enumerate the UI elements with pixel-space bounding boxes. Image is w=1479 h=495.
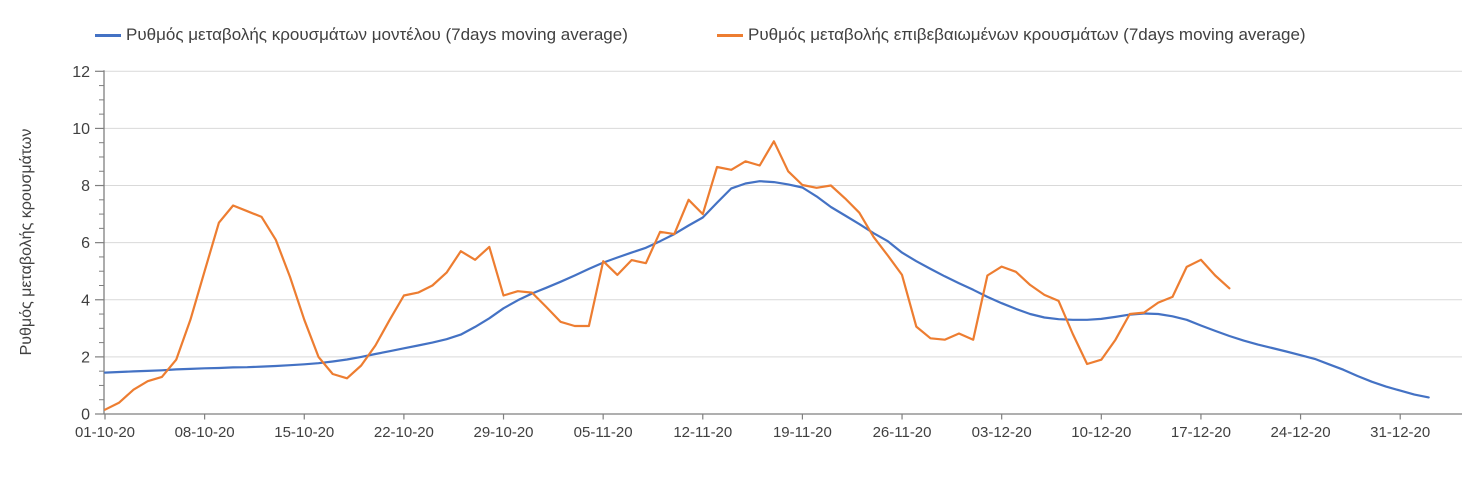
x-tick-label: 10-12-20 bbox=[1071, 424, 1131, 441]
y-tick-label: 2 bbox=[81, 349, 90, 366]
x-tick-label: 15-10-20 bbox=[274, 424, 334, 441]
legend-label-model: Ρυθμός μεταβολής κρουσμάτων μοντέλου (7d… bbox=[126, 25, 628, 44]
x-tick-label: 17-12-20 bbox=[1171, 424, 1231, 441]
x-tick-label: 22-10-20 bbox=[374, 424, 434, 441]
x-tick-label: 08-10-20 bbox=[175, 424, 235, 441]
x-tick-label: 29-10-20 bbox=[473, 424, 533, 441]
legend-item-confirmed[interactable]: Ρυθμός μεταβολής επιβεβαιωμένων κρουσμάτ… bbox=[717, 22, 1306, 48]
confirmed-series-line-marker bbox=[717, 33, 743, 37]
x-tick-label: 01-10-20 bbox=[75, 424, 135, 441]
x-tick-label: 26-11-20 bbox=[873, 424, 932, 441]
model-series-line bbox=[103, 180, 1430, 399]
x-tick-label: 05-11-20 bbox=[574, 424, 633, 441]
legend-label-confirmed: Ρυθμός μεταβολής επιβεβαιωμένων κρουσμάτ… bbox=[748, 25, 1306, 44]
y-tick-label: 8 bbox=[81, 178, 90, 195]
y-tick-label: 0 bbox=[81, 407, 90, 424]
legend-item-model[interactable]: Ρυθμός μεταβολής κρουσμάτων μοντέλου (7d… bbox=[95, 22, 628, 48]
y-tick-label: 6 bbox=[81, 235, 90, 252]
y-tick-label: 12 bbox=[72, 64, 90, 81]
y-tick-label: 4 bbox=[81, 292, 90, 309]
x-tick-label: 19-11-20 bbox=[773, 424, 832, 441]
x-tick-label: 24-12-20 bbox=[1271, 424, 1331, 441]
y-tick-label: 10 bbox=[72, 121, 90, 138]
x-tick-label: 03-12-20 bbox=[972, 424, 1032, 441]
confirmed-series-line bbox=[103, 140, 1231, 411]
x-tick-label: 31-12-20 bbox=[1370, 424, 1430, 441]
model-series-line-marker bbox=[95, 33, 121, 37]
x-tick-label: 12-11-20 bbox=[673, 424, 732, 441]
chart-legend: Ρυθμός μεταβολής κρουσμάτων μοντέλου (7d… bbox=[0, 22, 1479, 48]
